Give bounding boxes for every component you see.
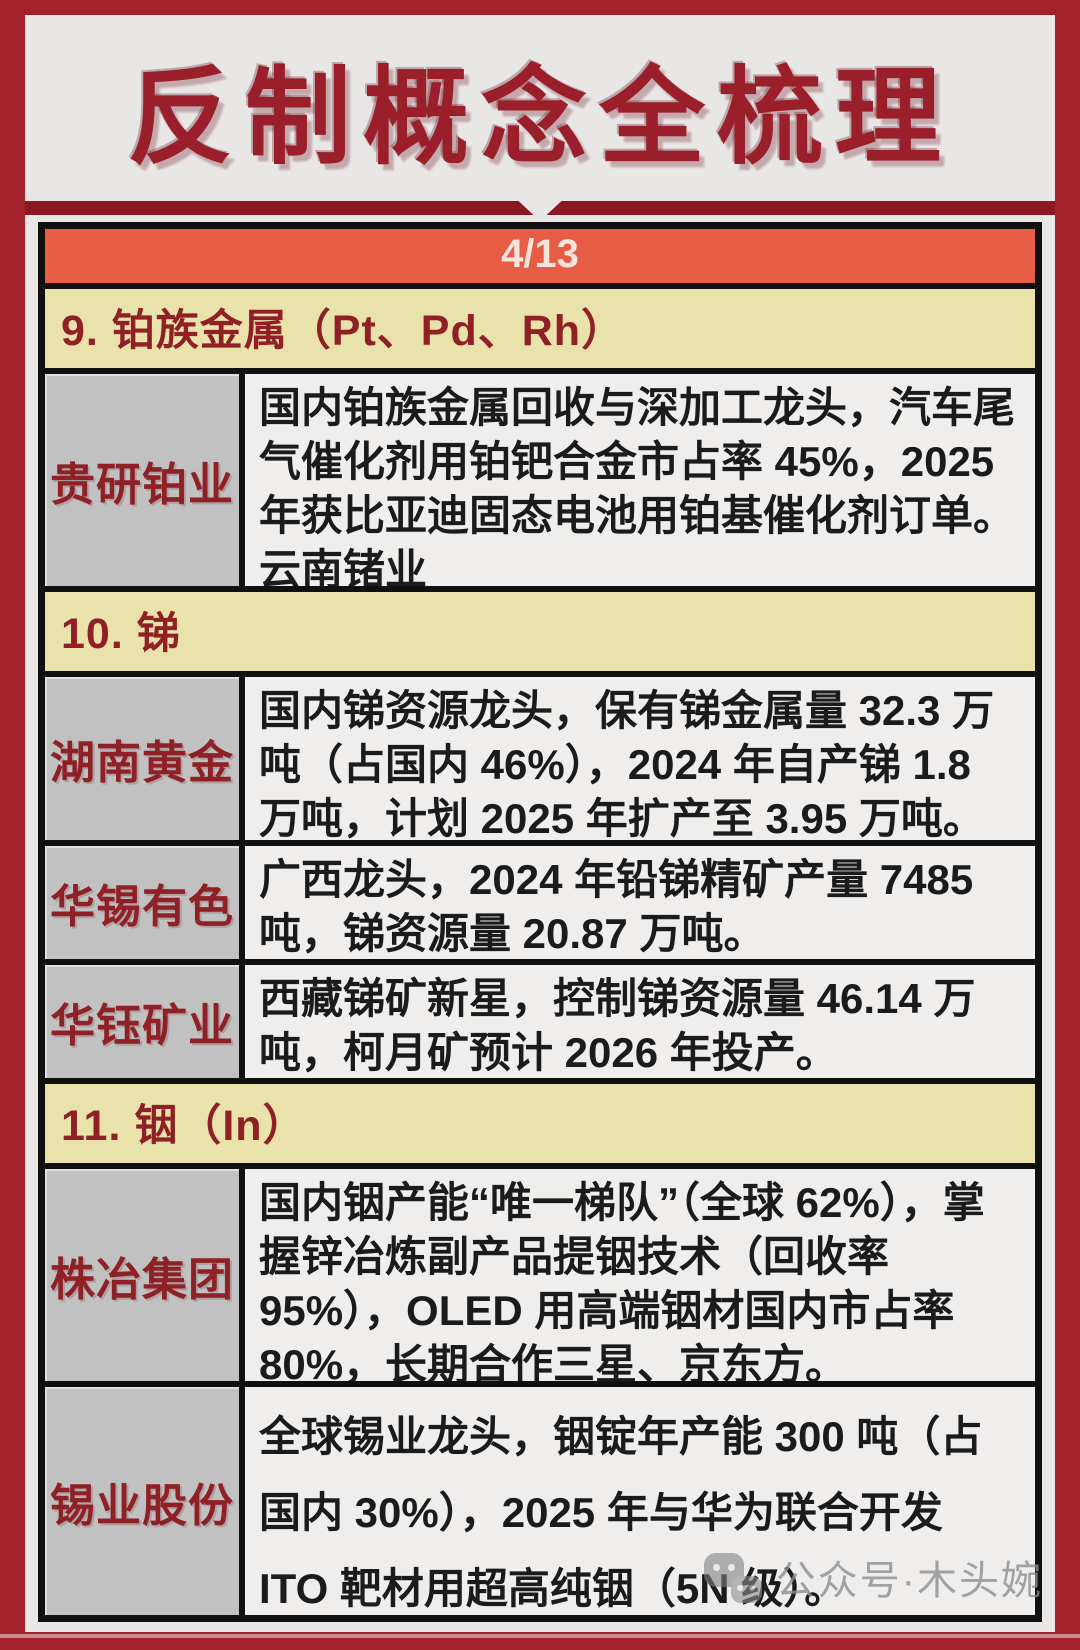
page-indicator: 4/13 [45,229,1035,289]
description-cell: 国内铟产能“唯一梯队”（全球 62%），掌握锌冶炼副产品提铟技术（回收率 95%… [245,1169,1035,1382]
company-cell: 锡业股份 [45,1387,245,1615]
ribbon-right-segment [546,201,1055,215]
table-row: 华钰矿业 西藏锑矿新星，控制锑资源量 46.14 万吨，柯月矿预计 2026 年… [45,965,1035,1085]
table-row: 贵研铂业 国内铂族金属回收与深加工龙头，汽车尾气催化剂用铂钯合金市占率 45%，… [45,374,1035,593]
section-heading-platinum-group: 9. 铂族金属（Pt、Pd、Rh） [45,289,1035,374]
company-cell: 贵研铂业 [45,374,245,587]
concept-table: 4/13 9. 铂族金属（Pt、Pd、Rh） 贵研铂业 国内铂族金属回收与深加工… [38,222,1042,1622]
table-row: 锡业股份 全球锡业龙头，铟锭年产能 300 吨（占国内 30%），2025 年与… [45,1387,1035,1615]
notched-ribbon [25,201,1055,215]
company-cell: 华锡有色 [45,845,245,960]
table-row: 华锡有色 广西龙头，2024 年铅锑精矿产量 7485 吨，锑资源量 20.87… [45,845,1035,966]
section-heading-indium: 11. 铟（In） [45,1084,1035,1170]
description-cell: 西藏锑矿新星，控制锑资源量 46.14 万吨，柯月矿预计 2026 年投产。 [245,965,1035,1079]
table-row: 湖南黄金 国内锑资源龙头，保有锑金属量 32.3 万吨（占国内 46%），202… [45,677,1035,846]
description-cell: 国内锑资源龙头，保有锑金属量 32.3 万吨（占国内 46%），2024 年自产… [245,677,1035,840]
company-cell: 湖南黄金 [45,677,245,840]
ribbon-spacer [25,215,1055,222]
header: 反制概念全梳理 [25,15,1055,201]
ribbon-notch [534,201,547,215]
page-title: 反制概念全梳理 [127,59,953,177]
table-row: 株冶集团 国内铟产能“唯一梯队”（全球 62%），掌握锌冶炼副产品提铟技术（回收… [45,1169,1035,1388]
company-cell: 株冶集团 [45,1169,245,1382]
description-cell: 国内铂族金属回收与深加工龙头，汽车尾气催化剂用铂钯合金市占率 45%，2025 … [245,374,1035,587]
ribbon-left-segment [25,201,534,215]
company-cell: 华钰矿业 [45,965,245,1079]
infographic-page: 反制概念全梳理 4/13 9. 铂族金属（Pt、Pd、Rh） 贵研铂业 国内铂族… [25,15,1055,1632]
description-cell: 全球锡业龙头，铟锭年产能 300 吨（占国内 30%），2025 年与华为联合开… [245,1387,1035,1615]
section-heading-antimony: 10. 锑 [45,592,1035,678]
description-cell: 广西龙头，2024 年铅锑精矿产量 7485 吨，锑资源量 20.87 万吨。 [245,845,1035,960]
